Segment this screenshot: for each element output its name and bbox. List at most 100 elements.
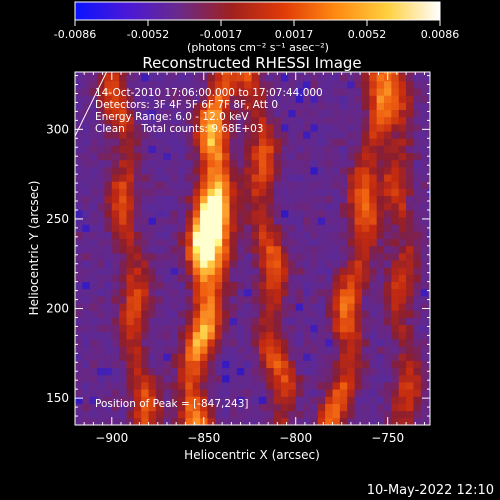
- heatmap-cell: [361, 245, 370, 254]
- heatmap-cell: [273, 138, 282, 146]
- heatmap-cell: [361, 138, 370, 146]
- heatmap-cell: [170, 174, 179, 182]
- heatmap-cell: [325, 295, 333, 304]
- heatmap-cell: [310, 88, 319, 96]
- heatmap-cell: [155, 410, 164, 419]
- heatmap-cell: [119, 396, 127, 404]
- heatmap-cell: [229, 403, 238, 412]
- heatmap-cell: [266, 245, 275, 254]
- heatmap-cell: [310, 166, 319, 175]
- heatmap-cell: [170, 224, 179, 232]
- heatmap-cell: [89, 131, 98, 139]
- heatmap-cell: [295, 317, 304, 326]
- heatmap-cell: [310, 238, 319, 247]
- heatmap-cell: [200, 209, 208, 218]
- heatmap-cell: [406, 131, 414, 139]
- heatmap-cell: [207, 274, 216, 283]
- heatmap-cell: [413, 123, 422, 132]
- heatmap-cell: [413, 166, 422, 175]
- heatmap-cell: [207, 410, 216, 419]
- heatmap-cell: [325, 174, 333, 182]
- heatmap-cell: [214, 217, 223, 225]
- heatmap-cell: [288, 381, 297, 390]
- heatmap-cell: [369, 353, 378, 361]
- heatmap-cell: [148, 131, 157, 139]
- heatmap-cell: [428, 374, 430, 383]
- heatmap-cell: [332, 217, 341, 225]
- heatmap-cell: [178, 281, 186, 290]
- heatmap-cell: [82, 295, 91, 304]
- heatmap-cell: [398, 188, 407, 197]
- heatmap-cell: [126, 331, 135, 340]
- heatmap-cell: [104, 224, 113, 232]
- heatmap-cell: [258, 131, 267, 139]
- heatmap-cell: [97, 88, 105, 96]
- heatmap-cell: [214, 188, 223, 197]
- heatmap-cell: [273, 73, 282, 82]
- heatmap-cell: [170, 267, 179, 275]
- heatmap-cell: [82, 417, 91, 425]
- heatmap-cell: [258, 410, 267, 419]
- heatmap-cell: [207, 72, 216, 75]
- heatmap-cell: [251, 238, 260, 247]
- heatmap-cell: [148, 224, 157, 232]
- heatmap-cell: [229, 389, 238, 397]
- heatmap-cell: [310, 245, 319, 254]
- heatmap-cell: [317, 231, 326, 240]
- heatmap-cell: [398, 138, 407, 146]
- heatmap-cell: [258, 145, 267, 154]
- heatmap-cell: [148, 88, 157, 96]
- heatmap-cell: [111, 331, 120, 340]
- heatmap-cell: [104, 209, 113, 218]
- heatmap-cell: [200, 159, 208, 168]
- heatmap-cell: [89, 331, 98, 340]
- heatmap-cell: [266, 238, 275, 247]
- heatmap-cell: [310, 181, 319, 189]
- heatmap-cell: [214, 389, 223, 397]
- heatmap-cell: [428, 202, 430, 211]
- heatmap-cell: [82, 252, 91, 261]
- heatmap-cell: [428, 174, 430, 182]
- heatmap-cell: [295, 72, 304, 75]
- heatmap-cell: [244, 353, 252, 361]
- heatmap-cell: [104, 353, 113, 361]
- heatmap-cell: [376, 403, 385, 412]
- heatmap-cell: [89, 252, 98, 261]
- heatmap-cell: [82, 317, 91, 326]
- heatmap-cell: [75, 417, 83, 425]
- heatmap-cell: [369, 410, 378, 419]
- heatmap-cell: [376, 88, 385, 96]
- heatmap-cell: [258, 245, 267, 254]
- heatmap-cell: [420, 88, 429, 96]
- heatmap-cell: [332, 174, 341, 182]
- heatmap-cell: [273, 159, 282, 168]
- heatmap-cell: [229, 381, 238, 390]
- heatmap-cell: [406, 202, 414, 211]
- y-axis-label: Heliocentric Y (arcsec): [27, 181, 41, 316]
- heatmap-cell: [361, 95, 370, 103]
- heatmap-cell: [185, 109, 194, 118]
- heatmap-cell: [258, 324, 267, 333]
- heatmap-cell: [384, 267, 392, 275]
- heatmap-cell: [119, 245, 127, 254]
- heatmap-cell: [317, 166, 326, 175]
- heatmap-cell: [170, 281, 179, 290]
- heatmap-cell: [119, 367, 127, 376]
- heatmap-cell: [119, 381, 127, 390]
- heatmap-cell: [163, 303, 172, 311]
- heatmap-cell: [185, 72, 194, 75]
- heatmap-cell: [155, 245, 164, 254]
- heatmap-cell: [104, 231, 113, 240]
- heatmap-cell: [332, 324, 341, 333]
- heatmap-cell: [376, 245, 385, 254]
- heatmap-cell: [354, 310, 363, 318]
- heatmap-cell: [207, 389, 216, 397]
- heatmap-cell: [82, 152, 91, 161]
- heatmap-cell: [155, 145, 164, 154]
- heatmap-cell: [251, 109, 260, 118]
- heatmap-cell: [75, 245, 83, 254]
- heatmap-cell: [317, 145, 326, 154]
- heatmap-cell: [97, 288, 105, 297]
- heatmap-cell: [133, 360, 142, 369]
- heatmap-cell: [303, 188, 311, 197]
